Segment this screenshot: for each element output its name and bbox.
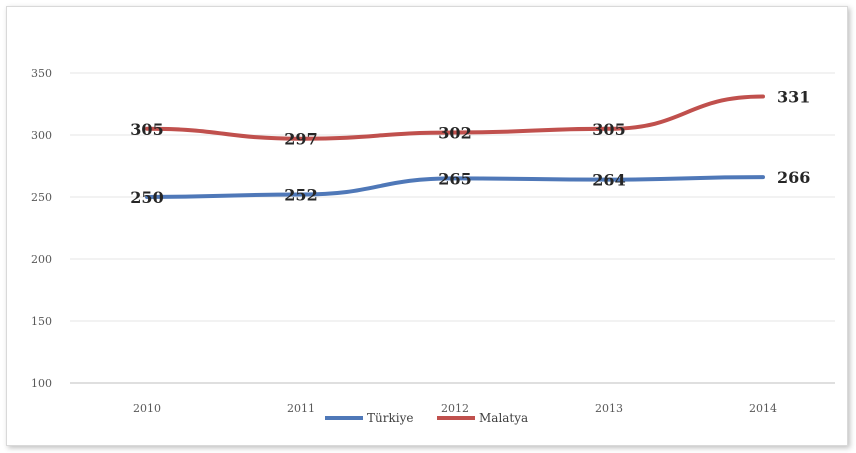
data-label: 297 — [284, 130, 317, 149]
x-tick-label: 2012 — [441, 402, 469, 415]
data-label: 302 — [438, 124, 471, 143]
data-point — [607, 127, 611, 131]
y-tick-label: 150 — [31, 315, 52, 328]
data-label: 252 — [284, 186, 317, 205]
data-point — [145, 195, 149, 199]
data-labels: 250 252 265 264 266 305 297 302 305 331 — [130, 88, 810, 207]
data-label: 265 — [438, 169, 471, 188]
x-axis-ticks: 2010 2011 2012 2013 2014 — [133, 402, 777, 415]
data-point — [761, 175, 765, 179]
data-point — [607, 178, 611, 182]
data-label: 305 — [130, 120, 163, 139]
data-point — [453, 131, 457, 135]
legend-label: Türkiye — [367, 411, 413, 425]
data-point — [299, 193, 303, 197]
y-tick-label: 100 — [31, 377, 52, 390]
data-label: 266 — [777, 168, 810, 187]
y-axis-ticks: 100 150 200 250 300 350 — [31, 67, 52, 390]
data-point — [761, 95, 765, 99]
data-point — [453, 176, 457, 180]
x-tick-label: 2013 — [595, 402, 623, 415]
data-label: 305 — [592, 120, 625, 139]
chart-frame — [6, 6, 848, 446]
legend-item-1: Malatya — [437, 411, 528, 425]
data-point — [299, 137, 303, 141]
legend: Türkiye Malatya — [325, 411, 528, 425]
data-point — [145, 127, 149, 131]
data-label: 331 — [777, 88, 810, 107]
y-tick-label: 200 — [31, 253, 52, 266]
series-lines — [145, 94, 765, 199]
y-tick-label: 300 — [31, 129, 52, 142]
legend-item-0: Türkiye — [325, 411, 413, 425]
data-label: 264 — [592, 171, 625, 190]
y-tick-label: 350 — [31, 67, 52, 80]
gridlines — [70, 72, 835, 384]
y-tick-label: 250 — [31, 191, 52, 204]
x-tick-label: 2011 — [287, 402, 315, 415]
data-label: 250 — [130, 188, 163, 207]
x-tick-label: 2010 — [133, 402, 161, 415]
legend-label: Malatya — [479, 411, 528, 425]
x-tick-label: 2014 — [749, 402, 777, 415]
